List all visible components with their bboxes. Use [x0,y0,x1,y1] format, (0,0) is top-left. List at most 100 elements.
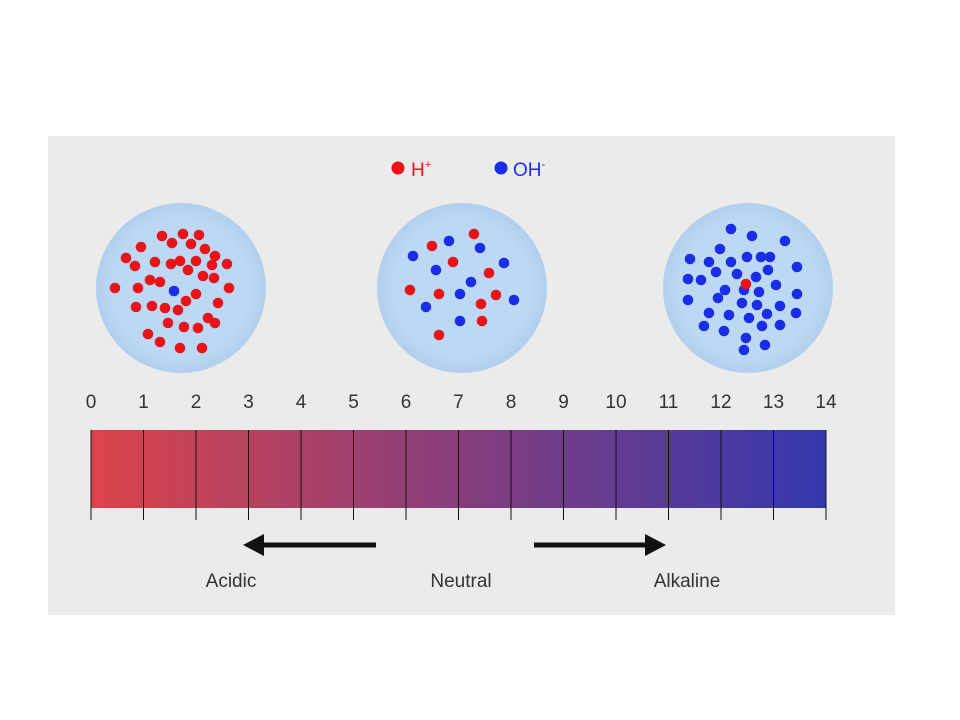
acidic-ion-dots [109,228,235,354]
ph-scale: 0 1 2 3 4 5 6 7 8 9 10 11 12 13 14 [86,392,837,520]
oh-ion-dot [731,268,743,280]
oh-ion-dot [755,251,767,263]
h-ion-dot [490,289,502,301]
oh-ion-dot [443,235,455,247]
oh-ion-dot [791,288,803,300]
h-ion-dot [135,241,147,253]
h-ion-dot [109,282,121,294]
ph-tick-label: 6 [401,392,412,413]
ph-tick-label: 14 [815,392,837,413]
oh-ion-dot [714,243,726,255]
h-ion-dot [146,300,158,312]
ph-tick-label: 4 [296,392,307,413]
oh-ion-dot [718,325,730,337]
alkaline-arrow [534,534,666,556]
oh-ion-dot [508,294,520,306]
neutral-ion-dots [404,228,520,341]
oh-ion-dot [743,312,755,324]
h-ion-dot [206,259,218,271]
ph-tick-label: 0 [86,392,97,413]
oh-ion-dot [740,332,752,344]
ph-tick-label: 12 [710,392,731,413]
h-ion-dot [172,304,184,316]
ph-diagram: H+ OH- 0 1 2 3 4 5 6 7 8 9 10 11 12 13 14 [86,159,837,592]
h-ion-dot [190,288,202,300]
h-ion-dot [142,328,154,340]
oh-ion-dot [407,250,419,262]
oh-ion-dot [712,292,724,304]
h-ion-dot [433,288,445,300]
neutral-solution-circle [377,203,547,373]
h-ion-dot [196,342,208,354]
oh-ion-dot [723,309,735,321]
ph-tick-label: 9 [558,392,569,413]
ph-tick-label: 8 [506,392,517,413]
alkaline-solution-circle [663,203,833,373]
h-ion-dot [212,297,224,309]
alkaline-label: Alkaline [654,571,721,592]
oh-ion-dot [770,279,782,291]
h-ion-dot [154,336,166,348]
oh-ion-dot [750,271,762,283]
ph-tick-label: 5 [348,392,359,413]
oh-ion-dot [746,230,758,242]
h-ion-dot [483,267,495,279]
oh-ion-dot [791,261,803,273]
h-ion-dot [199,243,211,255]
h-ion-dot [192,322,204,334]
oh-ion-dot [454,315,466,327]
h-ion-dot [209,250,221,262]
oh-ion-dot [725,223,737,235]
h-ion-dot [468,228,480,240]
oh-ion-dot [779,235,791,247]
oh-ion-dot [168,285,180,297]
oh-ion-dot [430,264,442,276]
h-ion-dot [132,282,144,294]
oh-ion-dot [774,319,786,331]
oh-ion-dot [736,297,748,309]
h-ion-legend-label: H+ [411,159,431,181]
oh-ion-dot [764,251,776,263]
oh-ion-dot [474,242,486,254]
oh-ion-dot [454,288,466,300]
h-ion-dot [208,272,220,284]
oh-ion-dot [759,339,771,351]
h-ion-dot [165,258,177,270]
h-ion-dot [433,329,445,341]
h-ion-legend-dot [391,161,405,175]
h-ion-dot [426,240,438,252]
ph-tick-label: 11 [659,392,679,413]
oh-ion-dot [719,284,731,296]
ph-tick-label: 13 [763,392,784,413]
acidic-arrow [243,534,376,556]
oh-ion-dot [751,299,763,311]
oh-ion-dot [703,307,715,319]
h-ion-dot [185,238,197,250]
h-ion-dot [162,317,174,329]
h-ion-dot [180,295,192,307]
h-ion-dot [144,274,156,286]
alkaline-ion-dots [682,223,803,356]
oh-ion-dot [756,320,768,332]
ph-tick-lines [90,430,827,520]
h-ion-dot [209,317,221,329]
ph-diagram-panel: H+ OH- 0 1 2 3 4 5 6 7 8 9 10 11 12 13 14 [48,136,895,615]
oh-ion-dot [762,264,774,276]
h-ion-dot [197,270,209,282]
oh-ion-dot [774,300,786,312]
h-ion-dot [130,301,142,313]
ph-tick-label: 1 [138,392,149,413]
h-ion-dot [404,284,416,296]
h-ion-dot [177,228,189,240]
oh-ion-dot [790,307,802,319]
h-ion-dot [193,229,205,241]
h-ion-dot [740,278,752,290]
h-ion-dot [223,282,235,294]
h-ion-dot [120,252,132,264]
h-ion-dot [174,255,186,267]
oh-ion-dot [682,273,694,285]
h-ion-dot [149,256,161,268]
h-ion-dot [129,260,141,272]
oh-ion-legend-dot [494,161,508,175]
ph-tick-label: 10 [605,392,626,413]
